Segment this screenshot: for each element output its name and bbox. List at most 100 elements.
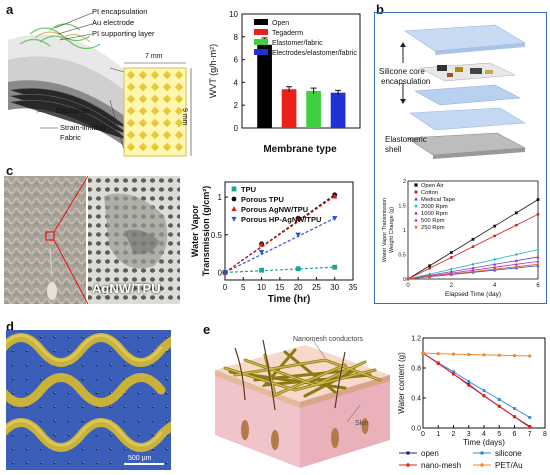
e-point-2-6: [512, 415, 517, 419]
e-point-1-4: [482, 388, 486, 393]
panel-a-letter: a: [6, 2, 14, 17]
b-legend-label-5: 500 Rpm: [421, 218, 445, 224]
c-xtick-label: 10: [257, 283, 266, 292]
bar-0: [257, 44, 272, 128]
b-point-6-1: [427, 274, 432, 279]
b-point-3-5: [514, 252, 518, 257]
e-xtick-label: 4: [482, 431, 486, 438]
bar-legend-label-3: Electrodes/elastomer/fabric: [272, 50, 357, 57]
c-legend-label-3: Porous HP-AgNW/TPU: [241, 215, 321, 224]
e-legend-marker-2: [406, 463, 410, 467]
bar-legend-label-1: Tegaderm: [272, 30, 303, 37]
b-point-4-6: [536, 255, 540, 259]
bar-3: [330, 92, 346, 128]
e-point-2-5: [497, 404, 501, 408]
b-legend-label-4: 1000 Rpm: [421, 211, 448, 217]
b-legend-label-3: 2000 Rpm: [421, 204, 448, 210]
agnw-tpu-photo-label: AgNW/TPU: [92, 281, 161, 296]
b-legend-marker-1: [414, 190, 418, 194]
c-xtick-label: 35: [349, 283, 358, 292]
b-ylabel-line2: Weight Change (g): [389, 207, 395, 253]
b-ytick-label: 1.5: [398, 204, 406, 210]
bar-xlabel: Membrane type: [263, 144, 337, 155]
b-ytick-label: 0: [403, 277, 406, 283]
c-xtick-label: 20: [294, 283, 303, 292]
e-legend-marker-1: [480, 451, 484, 455]
c-xlabel: Time (hr): [268, 294, 311, 305]
bar-ytick-label: 6: [234, 56, 239, 65]
b-point-0-6: [536, 198, 540, 202]
c-legend-marker-0: [231, 186, 237, 192]
c-point-3-1: [258, 249, 265, 255]
e-legend-label-0: open: [421, 449, 439, 458]
b-xtick-label: 4: [493, 283, 497, 289]
c-legend-marker-1: [231, 196, 237, 202]
bar-legend-swatch-0: [254, 19, 268, 25]
e-series-line-1: [422, 352, 531, 418]
e-legend-label-2: nano-mesh: [421, 461, 461, 470]
e-ytick-label: 0.0: [411, 426, 421, 433]
e-point-1-7: [528, 415, 532, 420]
b-point-0-3: [471, 237, 475, 241]
b-point-5-6: [536, 259, 540, 263]
panel-c-letter: c: [6, 163, 14, 178]
e-series-line-2: [422, 352, 531, 428]
c-point-3-2: [295, 232, 301, 238]
c-legend-marker-3: [231, 216, 237, 222]
silicone-core-label-line2: encapsulation: [381, 77, 431, 86]
b-point-6-2: [449, 272, 454, 276]
c-fit-line-3: [224, 217, 335, 273]
e-point-3-5: [497, 353, 501, 357]
b-point-4-5: [514, 258, 518, 262]
b-ytick-label: 1: [403, 228, 406, 234]
e-xtick-label: 0: [421, 431, 425, 438]
b-ytick-label: 0.5: [398, 253, 406, 259]
e-xtick-label: 5: [497, 431, 501, 438]
e-legend-marker-0: [406, 451, 410, 455]
e-legend-label-3: PET/Au: [495, 461, 523, 470]
b-point-1-2: [449, 256, 453, 259]
fabric-label-line2: Fabric: [60, 133, 81, 142]
c-xtick-label: 0: [223, 283, 228, 292]
b-legend-label-0: Open Air: [421, 183, 444, 189]
bar-legend-swatch-1: [254, 29, 268, 35]
e-point-1-2: [451, 370, 456, 374]
layer-label-au-electrode: Au electrode: [92, 18, 135, 27]
e-point-3-3: [467, 352, 471, 357]
c-legend-marker-2: [231, 206, 237, 212]
panel-a-illustration: [8, 12, 192, 157]
b-legend-label-2: Medical Tape: [421, 197, 455, 203]
bar-ytick-label: 0: [234, 124, 239, 133]
b-legend-marker-3: [414, 204, 418, 208]
wvt-bar-chart: 0 2 4 6 8 10 Open Tegaderm Elastomer/fabric Elect…: [208, 10, 361, 155]
b-xtick-label: 0: [406, 283, 410, 289]
silicone-core-label-line1: Silicone core: [379, 67, 425, 76]
e-plot-frame: [422, 337, 546, 429]
panel-d-letter: d: [6, 319, 14, 334]
c-point-2-3: [332, 193, 338, 199]
c-legend-label-1: Porous TPU: [241, 195, 284, 204]
e-point-2-7: [528, 425, 532, 429]
e-ylabel: Water content (g): [397, 352, 406, 414]
b-point-3-4: [493, 257, 497, 262]
bar-legend-label-0: Open: [272, 20, 289, 27]
bar-ytick-label: 4: [234, 78, 239, 87]
c-point-3-3: [332, 216, 338, 222]
panel-e-skin-illustration: [215, 339, 390, 468]
e-point-3-4: [482, 353, 486, 357]
b-point-1-3: [471, 245, 475, 249]
c-xtick-label: 5: [241, 283, 246, 292]
c-point-0-3: [332, 264, 338, 270]
b-point-4-2: [449, 269, 453, 273]
layer-label-pi-encapsulation: PI encapsulation: [92, 7, 148, 16]
c-xtick-label: 30: [330, 283, 339, 292]
bar-2: [306, 90, 321, 128]
e-xlabel: Time (days): [463, 438, 505, 447]
e-point-2-1: [436, 361, 440, 366]
layer-label-pi-supporting: PI supporting layer: [92, 29, 155, 38]
b-point-6-4: [492, 267, 497, 272]
c-point-3-0: [222, 270, 228, 276]
panel-e-letter: e: [203, 322, 211, 337]
nanomesh-conductors-label: Nanomesh conductors: [293, 336, 364, 343]
